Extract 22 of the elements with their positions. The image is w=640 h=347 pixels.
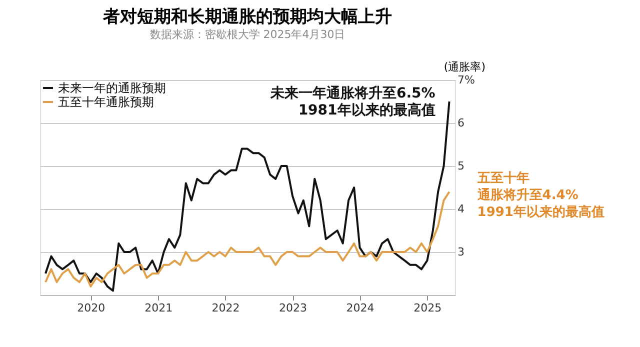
y-tick-label: 3	[458, 246, 464, 258]
y-tick-label: 4	[458, 202, 464, 216]
annotation: 未来一年通胀将升至6.5%	[269, 84, 436, 102]
y-axis-title: (通胀率)	[444, 60, 486, 74]
annotation: 通胀将升至4.4%	[476, 186, 578, 203]
y-tick-label: 5	[458, 160, 464, 172]
x-tick-label: 2024	[346, 302, 374, 314]
x-tick-label: 2021	[144, 302, 173, 314]
legend-label: 五至十年通胀预期	[58, 95, 154, 109]
legend-label: 未来一年的通胀预期	[58, 81, 166, 95]
x-tick-label: 2023	[279, 302, 308, 314]
y-tick-label: 6	[458, 116, 464, 130]
y-tick-label: 7%	[458, 74, 475, 86]
x-tick-label: 2020	[77, 302, 106, 314]
annotation: 1981年以来的最高值	[298, 102, 436, 118]
x-tick-label: 2025	[414, 302, 442, 314]
annotation: 1991年以来的最高值	[477, 204, 604, 220]
line-series	[44, 190, 450, 288]
annotation: 五至十年	[476, 170, 530, 186]
x-tick-label: 2022	[212, 302, 240, 314]
chart-title: 者对短期和长期通胀的预期均大幅上升	[102, 7, 392, 27]
chart-subtitle: 数据来源：密歇根大学 2025年4月30日	[150, 28, 346, 41]
